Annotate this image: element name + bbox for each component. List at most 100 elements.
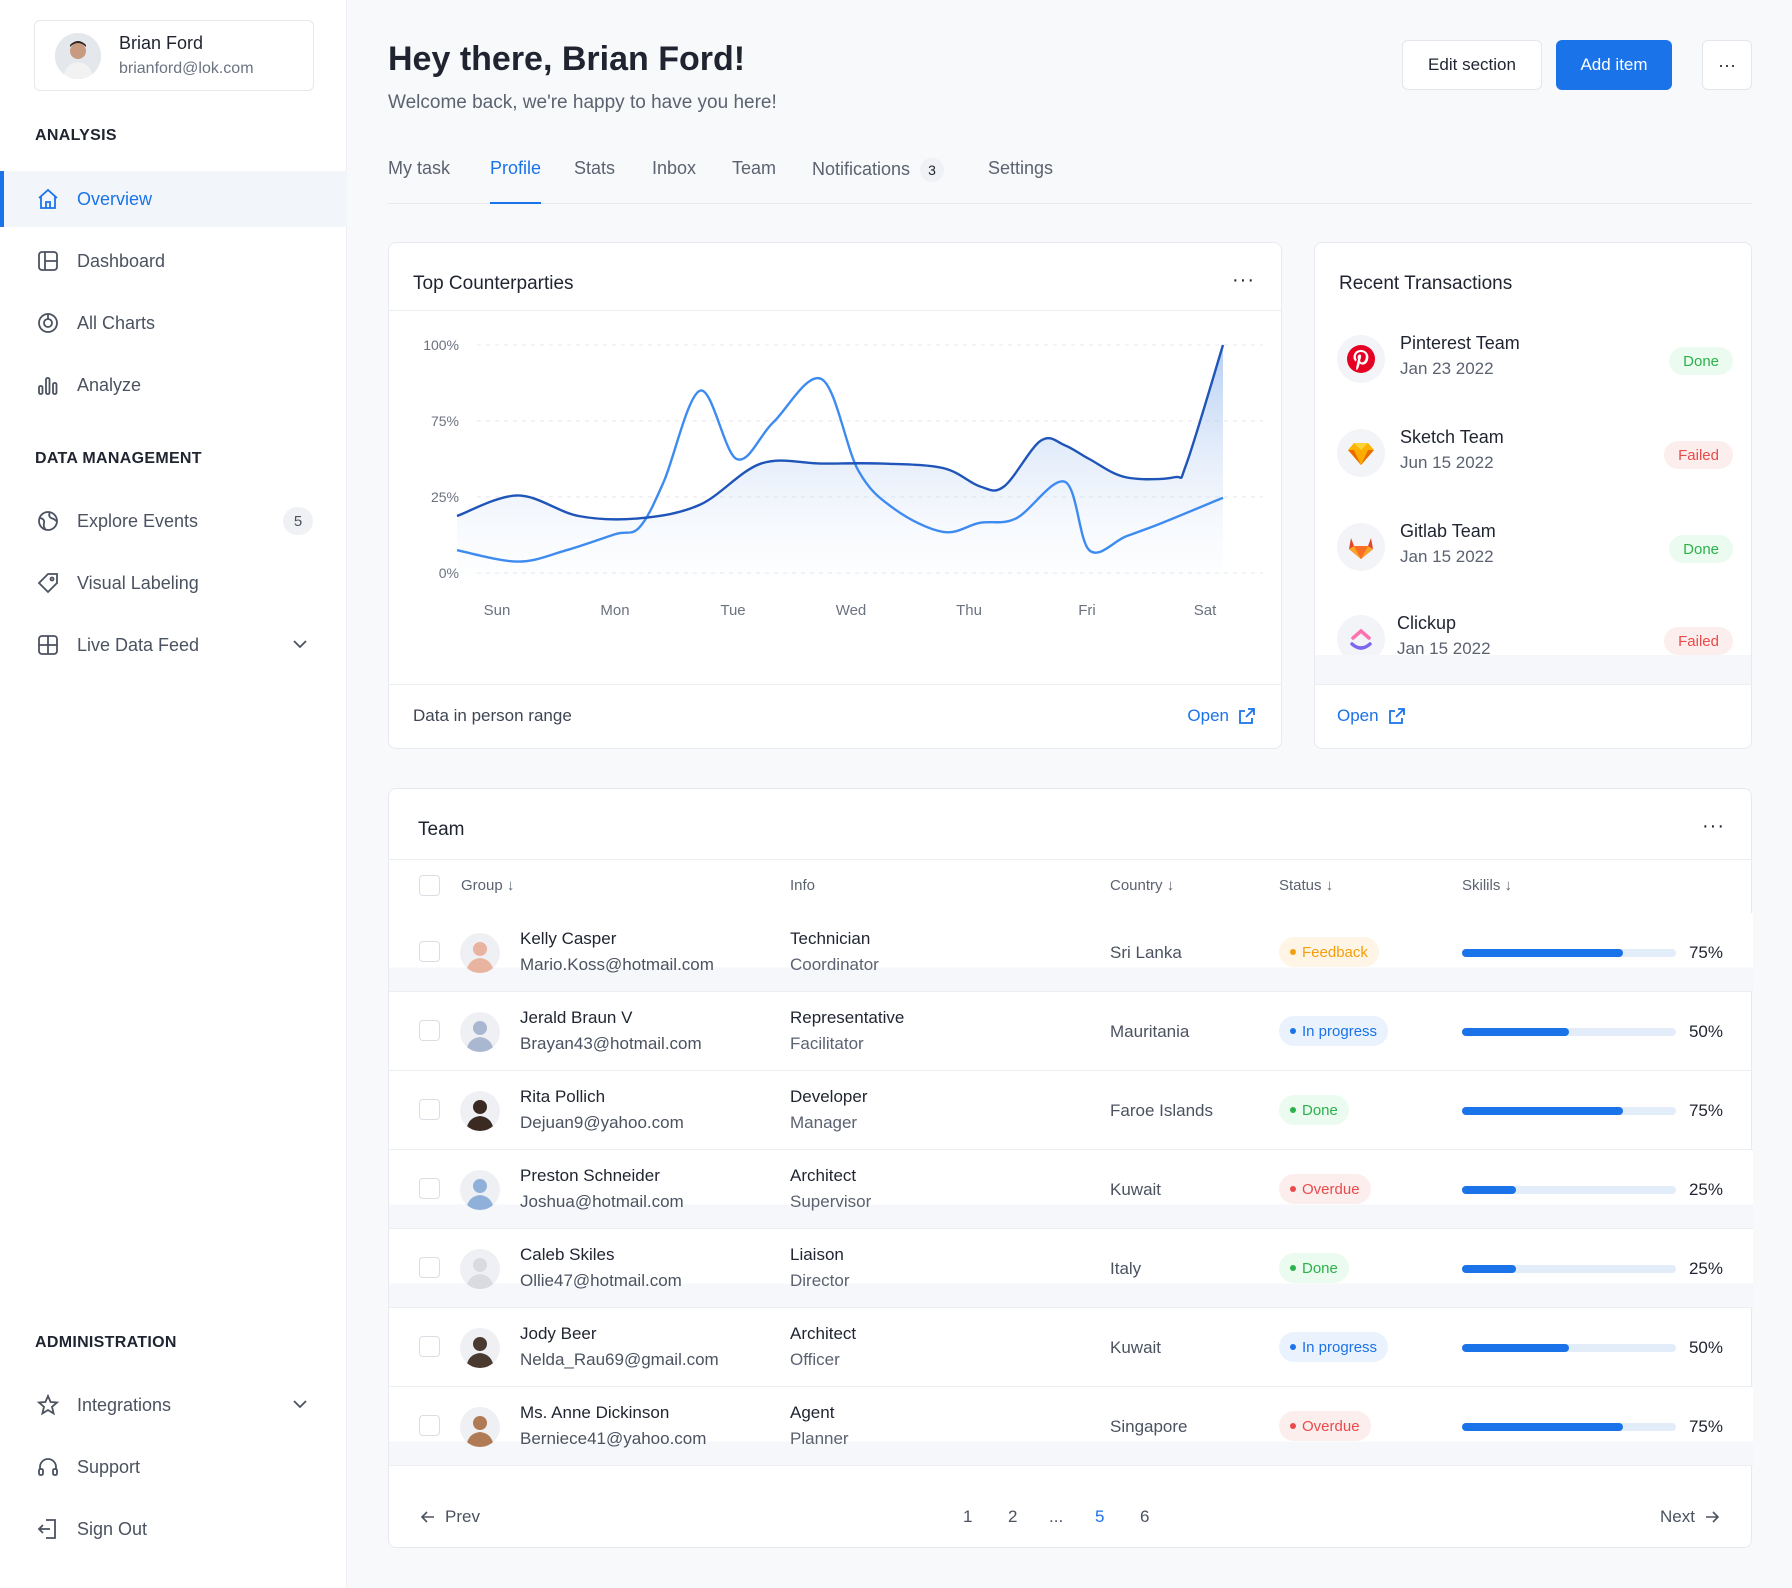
tab-profile[interactable]: Profile: [490, 158, 542, 204]
member-title: Coordinator: [790, 955, 879, 974]
skill-progress-bar: [1462, 1028, 1676, 1036]
open-link[interactable]: Open: [1337, 706, 1407, 726]
transaction-name: Gitlab Team: [1400, 521, 1496, 541]
tab-notifications[interactable]: Notifications 3: [812, 158, 945, 204]
chevron-down-icon[interactable]: [291, 635, 309, 658]
sidebar-item-label: Live Data Feed: [77, 634, 200, 655]
member-title: Supervisor: [790, 1192, 872, 1211]
avatar-body: [466, 1353, 494, 1368]
arrow-right-icon: [1706, 1511, 1720, 1523]
user-card[interactable]: Brian Ford brianford@lok.com: [34, 20, 314, 91]
open-link[interactable]: Open: [1187, 706, 1257, 726]
sidebar-item-label: Integrations: [77, 1394, 172, 1415]
member-email: Nelda_Rau69@gmail.com: [520, 1350, 719, 1369]
skill-percent: 25%: [1688, 1180, 1723, 1199]
card-title: Top Counterparties: [413, 273, 574, 294]
prev-button[interactable]: Prev: [419, 1507, 480, 1527]
member-name: Caleb Skiles: [520, 1245, 615, 1264]
y-tick-label: 0%: [439, 565, 459, 581]
sidebar-item-support[interactable]: Support: [0, 1439, 347, 1495]
transaction-row[interactable]: Sketch Team Jun 15 2022 Failed: [1337, 423, 1733, 483]
sidebar-item-overview[interactable]: Overview: [0, 171, 347, 227]
table-row[interactable]: Jody Beer Nelda_Rau69@gmail.com Architect O…: [389, 1308, 1753, 1387]
pinterest-icon: [1337, 335, 1385, 383]
avatar: [460, 1249, 500, 1289]
table-row[interactable]: Ms. Anne Dickinson Berniece41@yahoo.com Ag…: [389, 1387, 1753, 1466]
explore-events-badge: 5: [283, 507, 313, 535]
user-name: Brian Ford: [119, 33, 204, 53]
table-row[interactable]: Jerald Braun V Brayan43@hotmail.com Repres…: [389, 992, 1753, 1071]
chevron-down-icon[interactable]: [291, 1395, 309, 1418]
status-label: Overdue: [1302, 1417, 1360, 1435]
avatar-body: [466, 1195, 494, 1210]
tab-stats[interactable]: Stats: [574, 158, 616, 178]
notifications-badge: 3: [920, 158, 945, 182]
page-ellipsis: ...: [1049, 1507, 1064, 1526]
member-country: Kuwait: [1110, 1180, 1162, 1199]
x-tick-label: Mon: [600, 602, 629, 619]
tab-team[interactable]: Team: [732, 158, 777, 178]
status-label: Done: [1302, 1101, 1338, 1119]
sidebar-item-live-data-feed[interactable]: Live Data Feed: [0, 617, 347, 673]
column-header-country[interactable]: Country ↓: [1110, 877, 1175, 894]
avatar-head: [473, 1100, 487, 1114]
row-checkbox[interactable]: [419, 941, 440, 962]
table-row[interactable]: Rita Pollich Dejuan9@yahoo.com Developer Ma…: [389, 1071, 1753, 1150]
more-options-button[interactable]: ···: [1702, 40, 1752, 90]
table-row[interactable]: Caleb Skiles Ollie47@hotmail.com Liaison Di…: [389, 1229, 1753, 1308]
transaction-row[interactable]: Gitlab Team Jan 15 2022 Done: [1337, 517, 1733, 577]
sidebar-item-analyze[interactable]: Analyze: [0, 357, 347, 413]
tab-my-task[interactable]: My task: [388, 158, 451, 178]
table-row[interactable]: Preston Schneider Joshua@hotmail.com Archi…: [389, 1150, 1753, 1229]
page-subtitle: Welcome back, we're happy to have you he…: [388, 92, 777, 113]
add-item-button[interactable]: Add item: [1556, 40, 1672, 90]
top-counterparties-card: Top Counterparties ··· 100% 75% 25% 0% Sun Mo…: [388, 242, 1282, 749]
skill-percent: 50%: [1688, 1022, 1723, 1041]
select-all-checkbox[interactable]: [419, 875, 440, 896]
member-name: Jerald Braun V: [520, 1008, 633, 1027]
sidebar-item-integrations[interactable]: Integrations: [0, 1377, 347, 1433]
sidebar-item-explore-events[interactable]: Explore Events 5: [0, 493, 347, 549]
next-button[interactable]: Next: [1660, 1507, 1721, 1527]
skill-progress-bar: [1462, 1107, 1676, 1115]
card-more-button[interactable]: ···: [1702, 815, 1725, 837]
page-2[interactable]: 2: [1008, 1507, 1018, 1526]
member-title: Director: [790, 1271, 850, 1290]
column-header-skills[interactable]: Skilils ↓: [1462, 877, 1513, 894]
sidebar-item-label: Support: [77, 1456, 141, 1477]
sign-out-icon: [35, 1516, 61, 1542]
sidebar-item-all-charts[interactable]: All Charts: [0, 295, 347, 351]
row-checkbox[interactable]: [419, 1415, 440, 1436]
skill-percent: 25%: [1688, 1259, 1723, 1278]
tab-bar: My task Profile Stats Inbox Team Notific…: [388, 154, 1752, 204]
row-checkbox[interactable]: [419, 1099, 440, 1120]
sidebar-item-dashboard[interactable]: Dashboard: [0, 233, 347, 289]
avatar: [460, 1407, 500, 1447]
row-checkbox[interactable]: [419, 1020, 440, 1041]
sidebar-item-sign-out[interactable]: Sign Out: [0, 1501, 347, 1557]
y-tick-label: 100%: [423, 337, 459, 353]
status-badge: Done: [1669, 347, 1733, 375]
table-row[interactable]: Kelly Casper Mario.Koss@hotmail.com Techni…: [389, 913, 1753, 992]
column-header-status[interactable]: Status ↓: [1279, 877, 1334, 894]
tab-inbox[interactable]: Inbox: [652, 158, 697, 178]
row-checkbox[interactable]: [419, 1178, 440, 1199]
card-more-button[interactable]: ···: [1232, 269, 1255, 291]
pie-chart-icon: [35, 310, 61, 336]
page-1[interactable]: 1: [963, 1507, 973, 1526]
member-title: Facilitator: [790, 1034, 864, 1053]
transaction-row[interactable]: Pinterest Team Jan 23 2022 Done: [1337, 329, 1733, 389]
skill-progress-fill: [1462, 1186, 1516, 1194]
row-checkbox[interactable]: [419, 1257, 440, 1278]
tab-label: Notifications: [812, 159, 911, 179]
page-5[interactable]: 5: [1095, 1507, 1105, 1526]
tab-settings[interactable]: Settings: [988, 158, 1054, 178]
sidebar-item-visual-labeling[interactable]: Visual Labeling: [0, 555, 347, 611]
edit-section-button[interactable]: Edit section: [1402, 40, 1542, 90]
page-6[interactable]: 6: [1140, 1507, 1150, 1526]
member-name: Kelly Casper: [520, 929, 617, 948]
skill-progress-fill: [1462, 1344, 1569, 1352]
column-header-group[interactable]: Group ↓: [461, 877, 515, 894]
chart-footer-text: Data in person range: [413, 706, 572, 725]
row-checkbox[interactable]: [419, 1336, 440, 1357]
